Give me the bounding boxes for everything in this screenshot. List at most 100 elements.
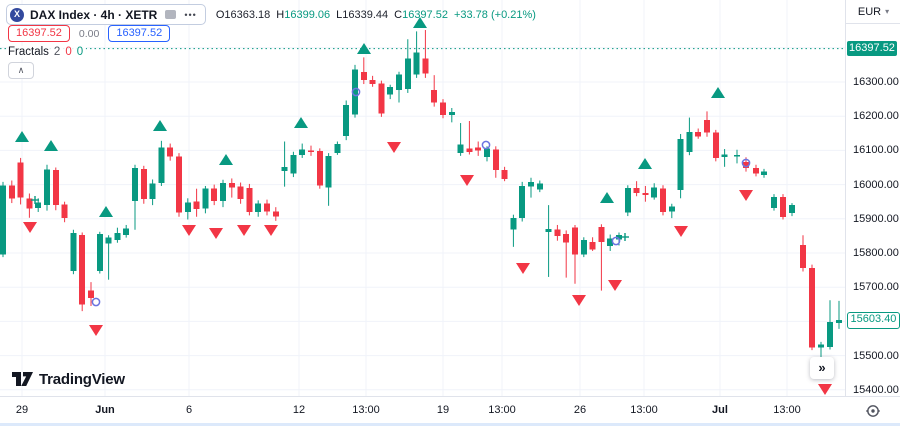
candle-body [809, 268, 815, 348]
fractal-down-marker [387, 142, 401, 153]
circle-marker [611, 236, 621, 246]
price-axis[interactable]: EUR ▾ 16300.00 16200.00 16100.00 16000.00 15… [845, 0, 900, 396]
currency-selector[interactable]: EUR ▾ [846, 0, 900, 24]
candle-body [255, 203, 262, 212]
fractal-down-marker [674, 226, 688, 237]
close-value: 16397.52 [402, 8, 448, 21]
candle-body [70, 233, 77, 271]
fractal-down-marker [182, 225, 196, 236]
time-axis-label: Jun [95, 404, 115, 416]
candle-body [580, 240, 587, 255]
candle-body [88, 290, 94, 299]
candle-body [761, 171, 767, 176]
time-axis-label: 12 [292, 404, 306, 416]
candle-body [818, 344, 824, 348]
candle-body [316, 151, 323, 186]
indicator-value-box-red: 16397.52 [8, 25, 70, 42]
candle-body [642, 192, 649, 195]
candle-body [140, 169, 147, 199]
candle-body [96, 234, 103, 271]
candle-body [61, 204, 68, 219]
more-menu-icon[interactable]: ••• [184, 9, 197, 20]
time-axis-label: Jul [712, 404, 728, 416]
candle-body [387, 86, 394, 95]
open-value: 16363.18 [224, 8, 271, 21]
candle-body [492, 149, 499, 171]
fractal-up-marker [99, 206, 113, 217]
candle-body [52, 169, 59, 206]
indicator-name: Fractals [8, 46, 49, 58]
candle-body [616, 235, 622, 240]
fractal-down-marker [608, 280, 622, 291]
circle-marker [741, 158, 751, 168]
symbol-title: DAX Index · 4h · XETR [30, 7, 158, 22]
change-value: +33.78 (+0.21%) [453, 8, 536, 21]
candle-body [734, 155, 740, 157]
fractal-down-marker [23, 222, 37, 233]
source-flag-icon[interactable] [165, 10, 177, 19]
fractal-up-marker [219, 154, 233, 165]
tradingview-logo[interactable]: TradingView [12, 370, 125, 388]
circle-marker [351, 87, 361, 97]
price-axis-tick: 15900.00 [853, 212, 899, 225]
candle-body [563, 234, 570, 243]
candle-body [149, 183, 156, 199]
candle-body [598, 227, 605, 243]
candle-body [202, 188, 209, 209]
open-label: O [215, 8, 225, 21]
low-label: L [336, 8, 343, 21]
fractal-up-marker [44, 140, 58, 151]
symbol-legend-pill[interactable]: X DAX Index · 4h · XETR ••• [6, 4, 206, 25]
candle-body [753, 167, 759, 174]
candle-body [79, 235, 86, 305]
candle-body [771, 196, 777, 208]
window-bottom-strip [0, 423, 900, 426]
collapse-legend-button[interactable]: ∧ [8, 62, 34, 79]
candle-body [158, 147, 165, 183]
time-axis-label: 29 [15, 404, 29, 416]
candle-body [35, 202, 42, 208]
candle-body [281, 166, 288, 171]
symbol-legend-row: X DAX Index · 4h · XETR ••• O16363.18 H1… [6, 4, 536, 25]
candle-body [132, 168, 138, 202]
fractal-down-marker [572, 295, 586, 306]
candle-body [431, 89, 438, 103]
candle-body [360, 72, 367, 80]
indicator-value-mid: 0.00 [78, 27, 100, 40]
candle-body [624, 188, 631, 213]
price-axis-tick: 16300.00 [853, 76, 899, 88]
candle-body [308, 150, 314, 153]
candle-body [290, 154, 297, 174]
scroll-to-recent-button[interactable]: » [810, 357, 834, 379]
candle-body [193, 201, 200, 210]
candle-body [789, 205, 795, 213]
candle-body [554, 229, 561, 236]
candle-body [836, 320, 842, 323]
candle-body [299, 149, 306, 156]
fractal-up-marker [15, 131, 29, 142]
time-axis-label: 13:00 [488, 404, 516, 416]
price-axis-tick: 15500.00 [853, 349, 899, 362]
candle-body [220, 182, 226, 202]
fractal-up-marker [153, 120, 167, 131]
candlestick-chart[interactable] [0, 0, 845, 396]
time-axis-label: 13:00 [630, 404, 658, 416]
candle-body [440, 102, 446, 116]
fractal-up-marker [413, 17, 427, 28]
ohlc-values: O16363.18 H16399.06 L16339.44 C16397.52 … [216, 9, 536, 21]
candle-body [343, 104, 350, 137]
currency-label: EUR [857, 5, 882, 18]
time-axis-label: 13:00 [773, 404, 801, 416]
close-label: C [394, 8, 403, 21]
fractal-down-marker [739, 190, 753, 201]
candle-body [17, 162, 24, 198]
fractal-down-marker [460, 175, 474, 186]
axis-settings-gear-icon[interactable] [864, 402, 882, 420]
indicator-legend[interactable]: Fractals 2 0 0 [8, 46, 87, 58]
chart-plot-area[interactable]: X DAX Index · 4h · XETR ••• O16363.18 H1… [0, 0, 845, 396]
candle-body [44, 169, 50, 206]
time-axis[interactable]: 29 Jun 6 12 13:00 19 13:00 26 13:00 Jul 13:00 [0, 396, 900, 424]
time-axis-label: 6 [185, 404, 193, 416]
chevron-down-icon: ▾ [885, 7, 890, 16]
